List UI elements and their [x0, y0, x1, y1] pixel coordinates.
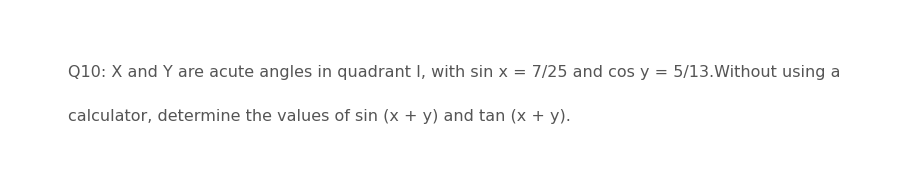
Text: calculator, determine the values of sin (x + y) and tan (x + y).: calculator, determine the values of sin …: [68, 109, 571, 125]
Text: Q10: X and Y are acute angles in quadrant I, with sin x = 7/25 and cos y = 5/13.: Q10: X and Y are acute angles in quadran…: [68, 64, 840, 80]
